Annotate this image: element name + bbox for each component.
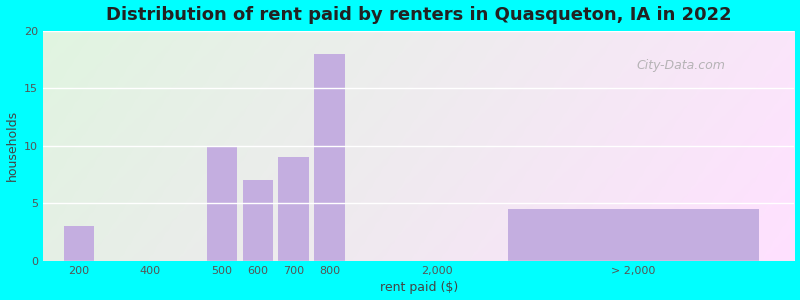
Bar [508,209,758,261]
X-axis label: rent paid ($): rent paid ($) [380,281,458,294]
Title: Distribution of rent paid by renters in Quasqueton, IA in 2022: Distribution of rent paid by renters in … [106,6,731,24]
Y-axis label: households: households [6,110,18,182]
Bar [314,54,345,261]
Text: City-Data.com: City-Data.com [637,59,726,72]
Bar [64,226,94,261]
Bar [206,146,237,261]
Bar [242,180,273,261]
Bar [278,158,309,261]
